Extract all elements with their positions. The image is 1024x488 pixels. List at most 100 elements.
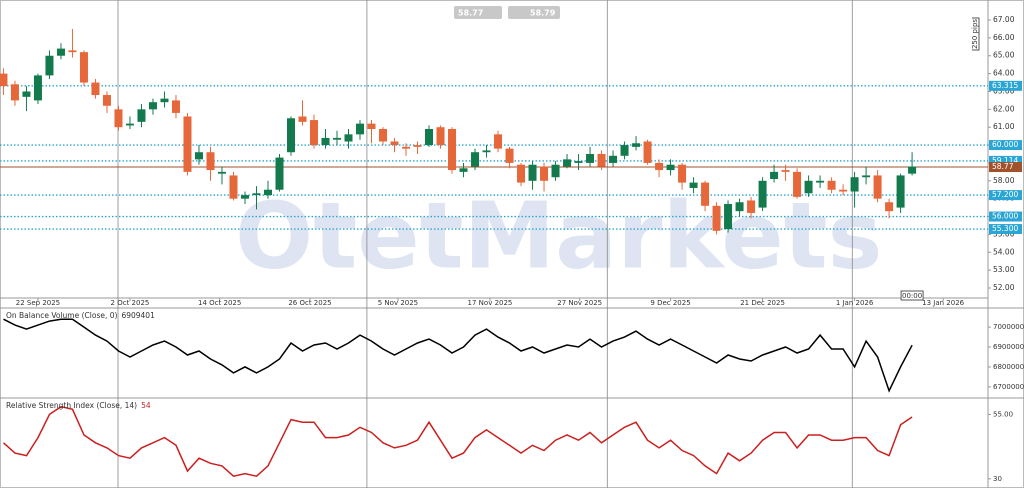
candle-body [563,159,572,167]
candle-body [712,205,721,231]
candle-body [10,84,19,101]
candle-body [379,128,388,142]
x-tick-label: 14 Oct 2025 [198,299,241,307]
x-tick-label: 22 Sep 2025 [16,299,60,307]
candle-body [597,154,606,167]
range-bracket [972,17,980,51]
time-label: 00:00 [902,292,922,300]
level-label: 55.300 [992,224,1018,233]
candle-body [344,134,353,142]
ask-label[interactable]: 58.79 [530,9,556,18]
last-tag [989,162,1022,173]
candle-body [862,175,871,178]
level-label: 59.114 [992,156,1018,165]
x-tick-label: 17 Nov 2025 [468,299,513,307]
candle-body [45,55,54,76]
candle-body [735,202,744,212]
level-tag [989,190,1022,201]
candle-body [804,180,813,194]
candle-body [206,152,215,171]
candle-body [873,175,882,199]
candle-body [102,95,111,106]
candle-body [850,177,859,192]
candle-body [643,141,652,163]
candle-body [885,202,894,212]
x-tick-label: 27 Nov 2025 [557,299,602,307]
level-tag [989,211,1022,222]
x-tick-label: 1 Jan 2026 [836,299,874,307]
candle-body [448,128,457,171]
candle-body [148,102,157,110]
level-label: 63.315 [992,81,1018,90]
range-label: 250 pips [971,19,979,49]
candle-body [551,164,560,178]
candle-body [505,148,514,163]
candle-body [356,123,365,135]
y-tick-label: 61.00 [993,122,1015,131]
candle-body [770,171,779,180]
candle-body [655,162,664,171]
candle-body [827,180,836,190]
candle-body [160,98,169,103]
y-tick-label: 55.00 [993,410,1013,418]
candle-body [321,137,330,146]
y-tick-label: 66.00 [993,33,1015,42]
candle-body [194,152,203,160]
x-tick-label: 5 Nov 2025 [378,299,418,307]
ask-box[interactable] [508,6,560,19]
watermark: OtetMarkets [235,182,882,289]
candle-body [632,143,641,147]
candle-body [586,154,595,163]
candle-body [724,204,733,230]
candle-body [390,141,399,146]
candle-body [217,171,226,174]
panel-title: Relative Strength Index (Close, 14) [6,401,137,410]
level-label: 57.200 [992,190,1018,199]
candle-body [183,116,192,172]
candle-body [33,75,42,101]
candle-body [896,175,905,208]
candle-body [666,164,675,171]
candle-body [609,155,618,163]
candle-body [425,128,434,146]
candle-body [56,48,65,56]
candle-body [701,182,710,206]
candle-body [781,170,790,172]
level-tag [989,155,1022,166]
candle-body [240,195,249,199]
y-tick-label: 6700000 [993,383,1024,391]
candle-body [367,123,376,129]
candle-body [471,152,480,167]
y-tick-label: 58.00 [993,176,1015,185]
candle-body [275,157,284,190]
candle-body [263,189,272,196]
y-tick-label: 63.00 [993,86,1015,95]
candle-body [620,145,629,156]
level-label: 56.000 [992,212,1018,221]
candle-body [540,166,549,181]
x-tick-label: 13 Jan 2026 [922,299,965,307]
x-tick-label: 2 Oct 2025 [111,299,150,307]
candle-body [678,164,687,183]
y-tick-label: 65.00 [993,51,1015,60]
candle-body [125,123,134,126]
candle-body [286,118,295,153]
candle-body [436,127,445,146]
bid-label[interactable]: 58.77 [458,9,483,18]
candle-body [171,100,180,113]
candle-body [908,166,917,174]
x-tick-label: 26 Oct 2025 [288,299,331,307]
indicator-line [2,405,913,478]
bid-box[interactable] [454,6,502,19]
candle-body [459,168,468,172]
candle-body [574,161,583,163]
panel-title: On Balance Volume (Close, 0) [6,311,118,320]
y-tick-label: 62.00 [993,104,1015,113]
y-tick-label: 54.00 [993,247,1015,256]
y-tick-label: 52.00 [993,283,1015,292]
candle-body [298,116,307,122]
candle-body [91,82,100,96]
panel-value: 6909401 [121,311,155,320]
candle-body [137,109,146,122]
